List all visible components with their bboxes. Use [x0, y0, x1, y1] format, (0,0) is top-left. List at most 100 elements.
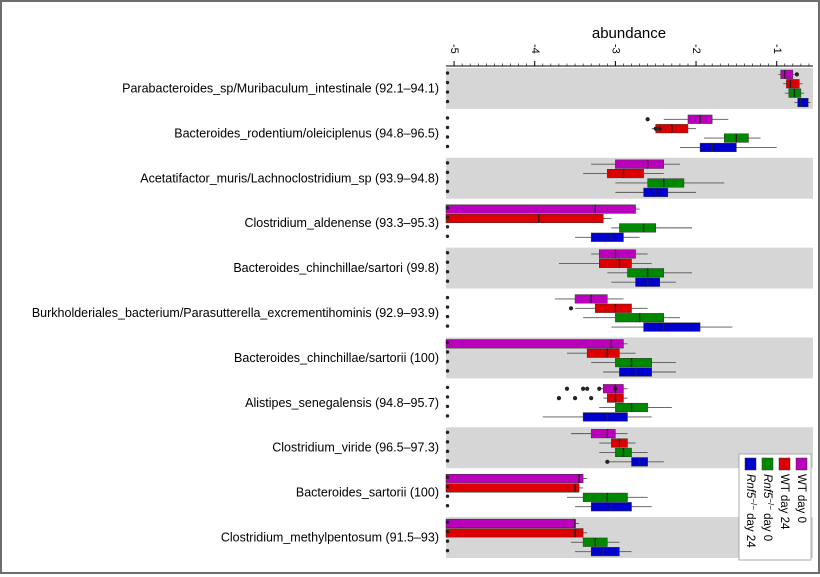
box — [647, 178, 685, 188]
legend-label-wt-day24: WT day 24 — [778, 474, 790, 530]
edge-point — [445, 161, 450, 165]
edge-point — [445, 215, 450, 219]
outlier-point — [556, 396, 562, 401]
box — [599, 249, 636, 259]
category-group — [778, 69, 811, 108]
legend-label-wt-day0: WT day 0 — [795, 474, 807, 523]
x-tick-label: -4 — [529, 44, 541, 54]
edge-point — [445, 520, 450, 524]
category-label: Parabacteroides_sp/Muribaculum_intestina… — [122, 81, 439, 95]
box — [699, 142, 737, 153]
box — [797, 98, 809, 108]
edge-point — [445, 269, 450, 274]
category-label: Clostridium_aldenense (93.3–95.3) — [244, 216, 439, 230]
edge-point — [445, 548, 450, 553]
edge-point — [445, 135, 450, 139]
box — [590, 547, 620, 557]
legend-gene: Rnf5 — [761, 474, 773, 499]
edge-point — [445, 305, 450, 309]
category-group — [445, 339, 676, 377]
edge-point — [445, 71, 450, 75]
edge-point — [445, 369, 450, 373]
box — [445, 339, 624, 349]
box — [627, 268, 665, 278]
legend-genotype: −/− — [749, 498, 758, 510]
legend-swatch-wt-day24 — [778, 457, 791, 471]
edge-point — [445, 295, 450, 300]
category-label: Bacteroides_sartorii (100) — [296, 486, 439, 500]
x-tick-label: -2 — [690, 44, 702, 54]
legend-swatch-rnf5-day24 — [744, 457, 757, 471]
outlier-point — [572, 396, 578, 401]
outlier-point — [597, 386, 602, 391]
box — [590, 429, 616, 439]
edge-point — [445, 170, 450, 175]
edge-point — [445, 385, 450, 390]
edge-point — [445, 279, 450, 283]
outlier-point — [794, 72, 799, 77]
edge-point — [445, 504, 450, 508]
box — [445, 213, 604, 224]
edge-point — [445, 189, 450, 194]
box — [619, 223, 656, 233]
outlier-point — [564, 386, 570, 391]
category-label: Clostridium_viride (96.5–97.3) — [272, 441, 439, 455]
edge-point — [445, 250, 450, 255]
category-group — [445, 518, 632, 557]
edge-point — [445, 475, 450, 479]
category-label: Bacteroides_rodentium/oleiciplenus (94.8… — [174, 126, 439, 140]
box — [582, 492, 628, 502]
legend-gene: Rnf5 — [744, 474, 756, 499]
edge-point — [445, 260, 450, 264]
category-group — [645, 114, 777, 153]
category-label: Burkholderiales_bacterium/Parasutterella… — [32, 306, 439, 320]
x-tick-label: -1 — [771, 44, 783, 54]
edge-point — [445, 539, 450, 543]
legend-label-rnf5-day0: Rnf5−/− day 0 — [761, 474, 775, 541]
box — [786, 79, 800, 89]
box — [594, 303, 632, 313]
category-group — [554, 294, 733, 332]
edge-point — [445, 314, 450, 319]
box — [445, 204, 636, 214]
outlier-point — [657, 126, 662, 131]
outlier-point — [581, 386, 586, 391]
edge-point — [445, 414, 450, 418]
box — [590, 232, 624, 242]
edge-point — [445, 180, 450, 184]
category-label: Acetatifactor_muris/Lachnoclostridium_sp… — [140, 171, 439, 185]
x-tick-label: -3 — [609, 44, 621, 54]
edge-point — [445, 116, 450, 120]
outlier-point — [589, 396, 594, 401]
edge-point — [445, 340, 450, 345]
category-group — [571, 429, 664, 467]
legend-day: day 24 — [744, 510, 756, 548]
x-tick-label: -5 — [448, 44, 460, 54]
legend-box — [738, 453, 812, 561]
outlier-point — [653, 126, 658, 131]
outlier-point — [585, 386, 590, 391]
box — [780, 69, 794, 79]
edge-point — [445, 485, 450, 489]
category-label: Clostridium_methylpentosum (91.5–93) — [221, 531, 439, 545]
box — [582, 412, 628, 422]
box — [445, 483, 580, 493]
category-label: Alistipes_senegalensis (94.8–95.7) — [245, 396, 439, 410]
legend-swatch-wt-day0 — [795, 457, 808, 471]
edge-point — [445, 206, 450, 210]
legend-label-rnf5-day24: Rnf5−/− day 24 — [744, 474, 758, 548]
edge-point — [445, 404, 450, 409]
edge-point — [445, 459, 450, 463]
box — [643, 322, 701, 332]
edge-point — [445, 395, 450, 399]
edge-point — [445, 494, 450, 498]
category-label: Bacteroides_chinchillae/sartorii (100) — [234, 351, 439, 365]
edge-point — [445, 144, 450, 149]
row-band — [446, 68, 813, 109]
category-group — [583, 159, 725, 197]
category-label: Bacteroides_chinchillae/sartori (99.8) — [233, 261, 439, 275]
edge-point — [445, 225, 450, 229]
edge-point — [445, 234, 450, 238]
